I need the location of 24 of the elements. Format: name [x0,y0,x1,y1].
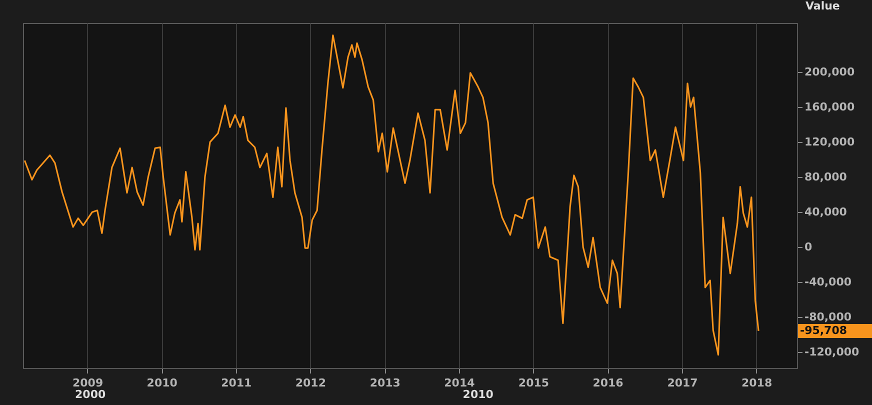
y-tick-label: 0 [804,240,812,254]
y-tick-label: 160,000 [804,100,855,114]
line-series [24,34,760,356]
y-axis-title: Value [806,0,840,12]
x-tick-label: 2015 [518,376,550,390]
y-tick-label: 80,000 [804,170,848,184]
y-tick-label: -40,000 [804,276,852,289]
text: -95,708 [800,324,848,337]
x-tick-label: 2012 [295,376,326,390]
text: 2010 [462,388,494,401]
y-tick-label: -120,000 [804,346,860,359]
x-tick-label: 2018 [741,376,772,390]
y-tick-label: 120,000 [804,136,855,149]
y-tick-label: -80,000 [804,310,852,324]
x-tick-label: 2013 [370,376,400,390]
x-tick-label: 2011 [221,376,252,390]
x-tick-label: 2017 [667,376,698,390]
x-tick-label: 2016 [592,376,624,390]
x-tick-label: 2014 [444,376,476,390]
y-tick-label: 40,000 [804,206,848,219]
y-tick-label: 200,000 [804,66,855,79]
x-tick-label: 2009 [72,376,104,390]
x-tick-label: 2010 [146,376,178,390]
text: 2000 [75,388,106,401]
